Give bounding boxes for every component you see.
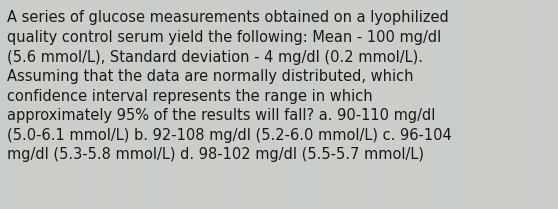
Text: A series of glucose measurements obtained on a lyophilized
quality control serum: A series of glucose measurements obtaine… (7, 10, 452, 162)
